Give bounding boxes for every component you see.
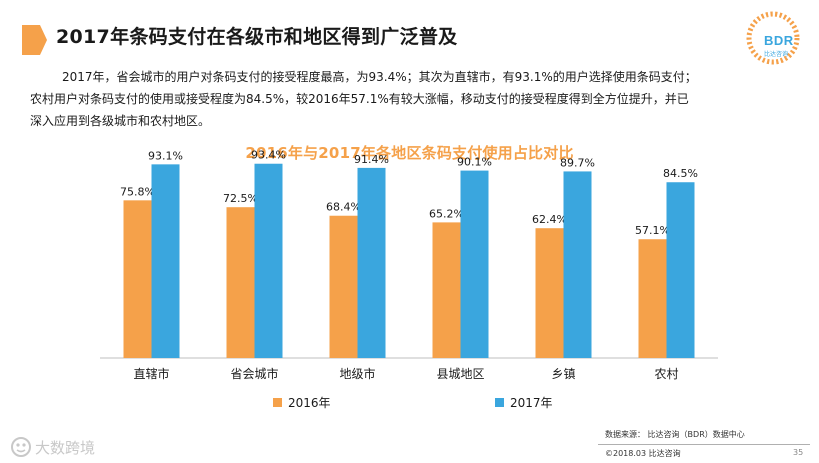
data-label-2016年-农村: 57.1% [635,224,670,237]
page-title: 2017年条码支付在各级市和地区得到广泛普及 [56,26,458,48]
summary-line-1: 2017年，省会城市的用户对条码支付的接受程度最高，为93.4%；其次为直辖市，… [62,70,697,84]
x-tick-label-县城地区: 县城地区 [436,367,484,381]
watermark-text: 大数跨境 [35,438,96,457]
summary-paragraph: 2017年，省会城市的用户对条码支付的接受程度最高，为93.4%；其次为直辖市，… [30,66,790,132]
legend-swatch-2016 [273,398,282,407]
footer-divider [598,444,810,445]
bar-2017年-直辖市 [151,164,180,358]
bar-2016年-乡镇 [535,228,564,358]
watermark-icon [11,437,31,457]
x-tick-label-乡镇: 乡镇 [551,367,575,381]
copyright: ©2018.03 比达咨询 [605,449,681,458]
bar-2017年-地级市 [357,167,386,358]
data-label-2017年-地级市: 91.4% [354,153,389,166]
bdr-logo-icon [746,11,800,65]
data-label-2016年-县城地区: 65.2% [429,207,464,220]
bar-2017年-县城地区 [460,170,489,358]
summary-line-2: 农村用户对条码支付的使用或接受程度为84.5%，较2016年57.1%有较大涨幅… [30,92,689,106]
x-tick-label-农村: 农村 [654,367,678,381]
x-tick-label-直辖市: 直辖市 [133,366,169,381]
logo-text: BDR [764,33,794,48]
legend-swatch-2017 [495,398,504,407]
title-marker-icon [22,25,47,55]
data-label-2017年-乡镇: 89.7% [560,156,595,169]
chart-title: 2016年与2017年各地区条码支付使用占比对比 [245,144,574,162]
bar-2017年-农村 [666,182,695,358]
data-source: 数据来源： 比达咨询（BDR）数据中心 [605,430,745,439]
data-label-2016年-省会城市: 72.5% [223,192,258,205]
legend-label-2016: 2016年 [288,396,331,410]
data-label-2016年-直辖市: 75.8% [120,185,155,198]
legend-item-2016: 2016年 [273,394,331,411]
x-tick-label-省会城市: 省会城市 [230,366,278,381]
data-label-2017年-农村: 84.5% [663,167,698,180]
data-label-2017年-省会城市: 93.4% [251,149,286,162]
summary-line-3: 深入应用到各级城市和农村地区。 [30,114,211,128]
bar-2016年-农村 [638,239,667,358]
bar-2017年-省会城市 [254,163,283,358]
bar-2016年-地级市 [329,215,358,358]
x-tick-label-地级市: 地级市 [339,366,375,381]
legend-label-2017: 2017年 [510,396,553,410]
data-label-2017年-直辖市: 93.1% [148,149,183,162]
bar-2017年-乡镇 [563,171,592,358]
bar-2016年-县城地区 [432,222,461,358]
data-label-2017年-县城地区: 90.1% [457,156,492,169]
bar-2016年-直辖市 [123,200,152,358]
watermark: 大数跨境 [10,436,95,458]
data-label-2016年-地级市: 68.4% [326,201,361,214]
logo-subtext: 比达咨询 [764,51,789,58]
legend-item-2017: 2017年 [495,394,553,411]
bar-2016年-省会城市 [226,207,255,358]
page-number: 35 [793,448,804,457]
data-label-2016年-乡镇: 62.4% [532,213,567,226]
